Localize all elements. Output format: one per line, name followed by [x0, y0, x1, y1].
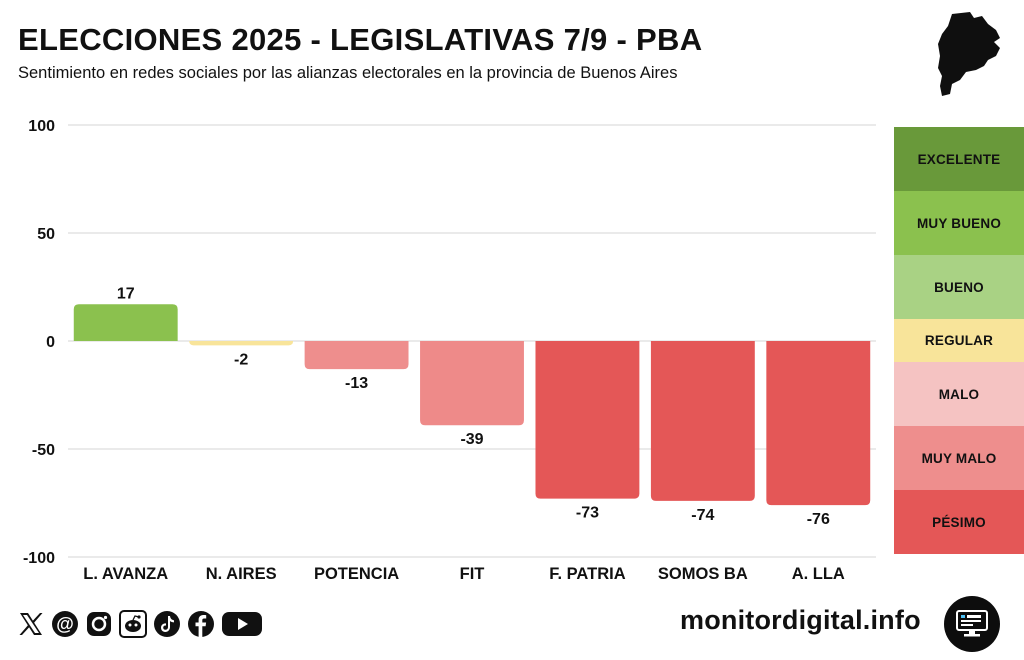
legend-item: REGULAR: [894, 319, 1024, 362]
reddit-icon[interactable]: [118, 609, 148, 639]
bar: [189, 341, 294, 346]
y-tick-label: 0: [46, 334, 55, 351]
instagram-icon[interactable]: [84, 609, 114, 639]
chart-title: ELECCIONES 2025 - LEGISLATIVAS 7/9 - PBA: [18, 22, 703, 57]
legend-item: PÉSIMO: [894, 490, 1024, 554]
bar: [420, 341, 524, 426]
buenos-aires-map-icon: [938, 12, 1000, 96]
facebook-icon[interactable]: [186, 609, 216, 639]
x-tick-label: SOMOS BA: [658, 565, 748, 583]
data-label: -39: [460, 431, 483, 448]
data-label: -13: [345, 375, 368, 392]
data-label: -2: [234, 351, 248, 368]
bar: [73, 304, 178, 341]
x-tick-label: POTENCIA: [314, 565, 399, 583]
social-icons: @: [16, 607, 264, 641]
data-label: -76: [807, 511, 830, 528]
x-tick-label: FIT: [460, 565, 485, 583]
tiktok-icon[interactable]: [152, 609, 182, 639]
data-label: -73: [576, 505, 599, 522]
youtube-icon[interactable]: [220, 609, 264, 639]
bar: [535, 341, 640, 499]
y-tick-label: 100: [28, 118, 55, 135]
x-tick-label: F. PATRIA: [549, 565, 625, 583]
data-label: 17: [117, 285, 135, 302]
y-tick-label: -100: [23, 550, 55, 567]
bar: [766, 341, 871, 506]
sentiment-legend: EXCELENTE MUY BUENO BUENO REGULAR MALO M…: [894, 127, 1024, 554]
svg-text:@: @: [56, 614, 74, 634]
x-tick-label: A. LLA: [792, 565, 845, 583]
data-label: -74: [691, 507, 714, 524]
legend-item: BUENO: [894, 255, 1024, 319]
monitor-logo-icon: [944, 596, 1000, 652]
site-brand[interactable]: monitordigital.info: [680, 605, 921, 635]
x-tick-label: N. AIRES: [206, 565, 277, 583]
y-tick-label: -50: [32, 442, 55, 459]
y-tick-label: 50: [37, 226, 55, 243]
x-tick-label: L. AVANZA: [83, 565, 168, 583]
x-icon[interactable]: [16, 609, 46, 639]
bar: [304, 341, 409, 370]
threads-icon[interactable]: @: [50, 609, 80, 639]
legend-item: MUY BUENO: [894, 191, 1024, 255]
chart-subtitle: Sentimiento en redes sociales por las al…: [18, 64, 678, 82]
bar-chart: 100 50 0 -50 -100 17 -2 -13 -39 -73 -74 -76 L. AVA…: [23, 118, 876, 583]
legend-item: MALO: [894, 362, 1024, 426]
legend-item: MUY MALO: [894, 426, 1024, 490]
bar: [650, 341, 755, 501]
legend-item: EXCELENTE: [894, 127, 1024, 191]
